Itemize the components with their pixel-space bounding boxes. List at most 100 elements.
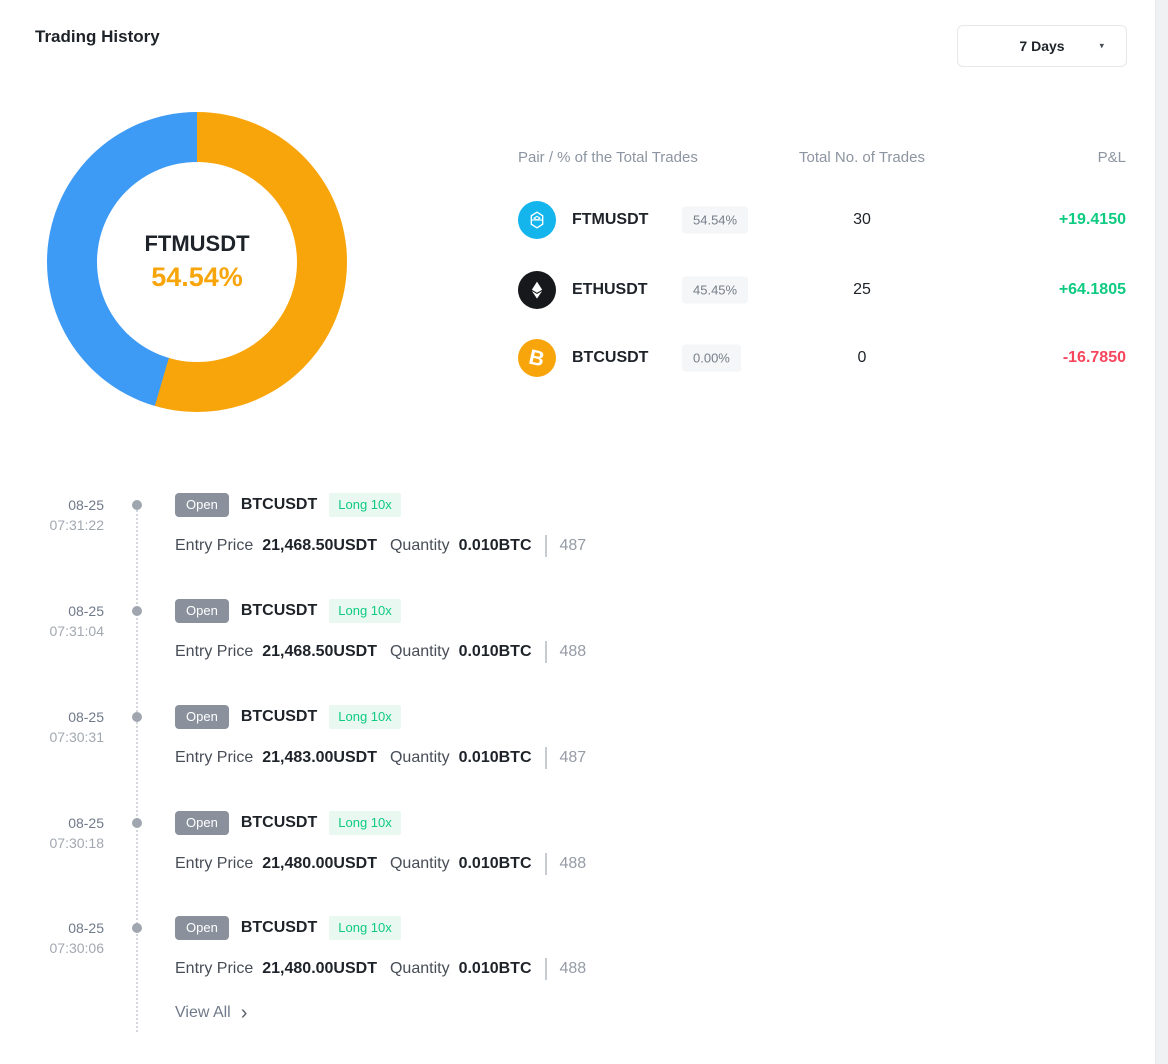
pair-percent-chip: 54.54% [682,206,749,234]
trade-entry[interactable]: 08-25 07:30:18 Open BTCUSDT Long 10x Ent… [0,806,1168,912]
trade-date: 08-25 [68,497,104,513]
quantity-value: 0.010BTC [458,749,532,766]
position-badge: Long 10x [329,493,401,517]
timeline-dot-icon [132,712,142,722]
trade-date: 08-25 [68,920,104,936]
pnl-value: +64.1805 [1058,281,1126,298]
donut-center-pair: FTMUSDT [144,231,250,256]
entry-price-value: 21,468.50USDT [262,643,377,660]
timeline-connector-line [136,505,138,1032]
pnl-value: +19.4150 [1058,211,1126,228]
position-badge: Long 10x [329,916,401,940]
pair-percent-chip: 0.00% [682,344,741,372]
status-badge: Open [175,493,229,517]
table-row-ethusdt[interactable]: ETHUSDT 45.45% 25 +64.1805 [0,268,1168,312]
pair-name: FTMUSDT [572,211,649,228]
quantity-label: Quantity [389,749,450,766]
column-header-total-trades: Total No. of Trades [799,149,925,166]
trade-entry[interactable]: 08-25 07:31:04 Open BTCUSDT Long 10x Ent… [0,594,1168,700]
position-badge: Long 10x [329,705,401,729]
trade-timestamp: 08-25 07:30:31 [0,707,105,747]
divider [544,641,547,663]
trade-time: 07:30:06 [49,940,105,956]
range-selector-value: 7 Days [1019,38,1065,54]
divider [544,958,547,980]
trade-entry[interactable]: 08-25 07:31:22 Open BTCUSDT Long 10x Ent… [0,488,1168,594]
status-badge: Open [175,705,229,729]
entry-price-label: Entry Price [175,537,254,554]
pair-name: ETHUSDT [572,281,648,298]
page-title: Trading History [35,27,160,46]
entry-price-value: 21,468.50USDT [262,537,377,554]
range-selector-dropdown[interactable]: 7 Days ▾ [957,25,1127,67]
trade-pair: BTCUSDT [240,708,318,725]
trade-date: 08-25 [68,709,104,725]
btc-icon: B [518,339,556,377]
entry-price-label: Entry Price [175,855,254,872]
eth-icon [518,271,556,309]
trade-date: 08-25 [68,815,104,831]
trade-timestamp: 08-25 07:31:04 [0,601,105,641]
donut-center-percent: 54.54% [151,262,243,292]
column-header-pnl: P&L [1097,149,1126,166]
position-badge: Long 10x [329,811,401,835]
total-trades-value: 30 [853,211,871,228]
trade-time: 07:30:31 [49,729,105,745]
trade-number: 488 [559,643,587,660]
trade-number: 488 [559,855,587,872]
entry-price-label: Entry Price [175,749,254,766]
entry-price-label: Entry Price [175,643,254,660]
view-all-link[interactable]: View All › [175,1002,248,1024]
trade-pair: BTCUSDT [240,814,318,831]
trade-timestamp: 08-25 07:30:06 [0,918,105,958]
trade-pair: BTCUSDT [240,919,318,936]
donut-center: FTMUSDT 54.54% [97,162,297,362]
trade-pair: BTCUSDT [240,602,318,619]
ftm-icon [518,201,556,239]
entry-price-value: 21,480.00USDT [262,960,377,977]
trade-pair: BTCUSDT [240,496,318,513]
trade-number: 487 [559,749,587,766]
position-badge: Long 10x [329,599,401,623]
timeline-dot-icon [132,500,142,510]
trade-date: 08-25 [68,603,104,619]
table-row-btcusdt[interactable]: B BTCUSDT 0.00% 0 -16.7850 [0,336,1168,380]
divider [544,535,547,557]
trade-time: 07:31:04 [49,623,105,639]
quantity-label: Quantity [389,537,450,554]
trade-number: 488 [559,960,587,977]
pnl-value: -16.7850 [1062,349,1126,366]
view-all-label: View All [175,1004,231,1021]
quantity-value: 0.010BTC [458,537,532,554]
quantity-value: 0.010BTC [458,855,532,872]
entry-price-value: 21,480.00USDT [262,855,377,872]
status-badge: Open [175,916,229,940]
vertical-scrollbar[interactable] [1155,0,1168,1064]
quantity-label: Quantity [389,960,450,977]
total-trades-value: 25 [853,281,871,298]
timeline-dot-icon [132,818,142,828]
column-header-pair: Pair / % of the Total Trades [518,149,698,166]
entry-price-value: 21,483.00USDT [262,749,377,766]
trade-timestamp: 08-25 07:30:18 [0,813,105,853]
pair-distribution-donut-chart[interactable]: FTMUSDT 54.54% [47,112,347,412]
trade-entry[interactable]: 08-25 07:30:31 Open BTCUSDT Long 10x Ent… [0,700,1168,806]
trade-timestamp: 08-25 07:31:22 [0,495,105,535]
status-badge: Open [175,811,229,835]
trade-time: 07:30:18 [49,835,105,851]
divider [544,853,547,875]
entry-price-label: Entry Price [175,960,254,977]
quantity-label: Quantity [389,643,450,660]
chevron-right-icon: › [240,1002,248,1024]
table-row-ftmusdt[interactable]: FTMUSDT 54.54% 30 +19.4150 [0,198,1168,242]
trade-time: 07:31:22 [49,517,105,533]
divider [544,747,547,769]
trade-number: 487 [559,537,587,554]
status-badge: Open [175,599,229,623]
quantity-value: 0.010BTC [458,960,532,977]
trade-entry[interactable]: 08-25 07:30:06 Open BTCUSDT Long 10x Ent… [0,911,1168,1017]
pair-percent-chip: 45.45% [682,276,749,304]
timeline-dot-icon [132,923,142,933]
chevron-down-icon: ▾ [1099,40,1104,51]
